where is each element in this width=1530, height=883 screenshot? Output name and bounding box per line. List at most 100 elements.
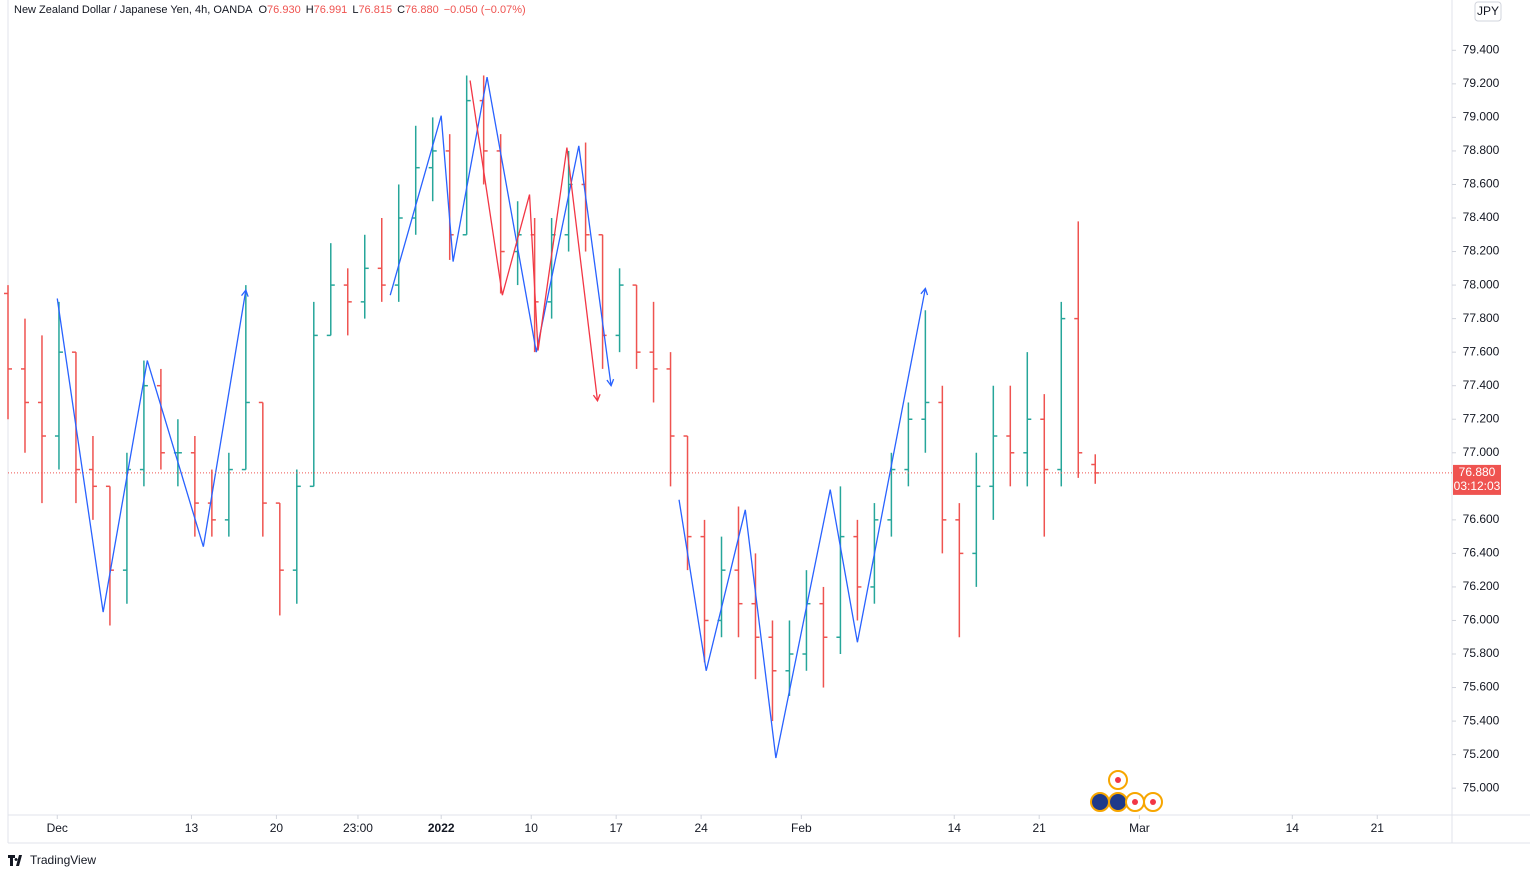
x-tick-label: 24 [694,821,708,835]
ohlc-bar [462,75,471,236]
y-tick-label: 76.200 [1463,579,1500,593]
ohlc-bar [156,368,165,470]
header: New Zealand Dollar / Japanese Yen, 4h, O… [14,4,526,16]
x-tick-label: 20 [270,821,284,835]
ohlc-bar [1006,385,1015,487]
ohlc-bar [224,452,233,537]
x-tick-label: 21 [1371,821,1385,835]
currency-button[interactable] [1474,1,1502,22]
ohlc-bar [955,503,964,638]
zigzag-line [678,288,927,759]
ohlc-bar [428,117,437,202]
x-tick-label: 14 [948,821,962,835]
ohlc-bar [4,285,12,420]
ohlc-bar [1040,394,1049,537]
ohlc-bar [88,436,97,520]
x-tick-label: 23:00 [343,821,373,835]
ohlc-bar [989,385,998,520]
event-dot [1150,799,1156,805]
event-icon[interactable] [1108,792,1128,812]
header-key: H [306,4,314,16]
x-tick-label: Dec [47,821,68,835]
ohlc-bar [904,402,913,487]
zigzag-line [469,80,599,401]
zigzag-arrowhead [241,288,249,297]
ohlc-bar [343,268,352,336]
ohlc-bar [632,284,641,369]
y-tick-label: 75.000 [1463,780,1500,794]
ohlc-bar [853,519,862,621]
ohlc-bar [258,401,267,537]
ohlc-bar [394,184,403,302]
y-tick-label: 76.400 [1463,546,1500,560]
ohlc-bar [972,452,981,587]
header-key: C [397,4,405,16]
ohlc-bar [666,352,675,487]
ohlc-bar [938,385,947,554]
x-tick-label: Feb [791,821,812,835]
y-tick-label: 76.000 [1463,613,1500,627]
brand-logo [8,855,22,866]
header-value: 76.930 [267,4,301,16]
y-tick-label: 78.200 [1463,244,1500,258]
header-key: O [258,4,267,16]
ohlc-bar [768,620,777,722]
header-value: 76.991 [314,4,348,16]
zigzag-line [389,77,612,386]
ohlc-bar [836,486,845,655]
y-tick-label: 78.800 [1463,143,1500,157]
header-key: L [352,4,358,16]
zigzag-arrowhead [606,378,615,388]
ohlc-bar [37,335,46,504]
y-tick-label: 77.400 [1463,378,1500,392]
ohlc-bar [751,553,760,680]
x-tick-label: 2022 [428,821,455,835]
ohlc-bar [360,234,369,319]
y-tick-label: 77.800 [1463,311,1500,325]
ohlc-bar [921,310,930,453]
x-tick-label: 17 [609,821,623,835]
y-tick-label: 79.200 [1463,76,1500,90]
y-tick-label: 77.200 [1463,411,1500,425]
ohlc-bar [377,218,386,302]
x-tick-label: 13 [185,821,199,835]
countdown-label: 03:12:03 [1454,479,1501,493]
y-tick-label: 75.800 [1463,646,1500,660]
event-dot [1132,799,1138,805]
brand-name: TradingView [30,853,96,867]
events [1090,770,1163,812]
ohlc-bar [785,620,794,696]
currency-label[interactable]: JPY [1477,4,1499,18]
ohlc-bar [20,318,29,453]
event-icon[interactable] [1090,792,1110,812]
last-price-label: 76.880 [1459,465,1496,479]
ohlc-bar [1057,301,1066,487]
ohlc-bar [734,506,743,638]
y-tick-label: 79.400 [1463,42,1500,56]
y-tick-label: 75.600 [1463,680,1500,694]
ohlc-bar [683,435,692,571]
x-tick-label: 21 [1033,821,1047,835]
zigzag-arrowhead [592,394,601,403]
ohlc-bar [649,301,658,403]
y-tick-label: 75.200 [1463,747,1500,761]
ohlc-bar [309,301,318,488]
y-tick-label: 78.000 [1463,277,1500,291]
y-tick-label: 79.000 [1463,110,1500,124]
y-tick-label: 77.000 [1463,445,1500,459]
ohlc-bar [326,243,335,337]
brand: TradingView [8,853,96,867]
ohlc-bar [54,301,63,470]
ohlc-bar [292,469,301,604]
event-dot [1115,777,1121,783]
ohlc-bar [615,268,624,353]
x-tick-label: 10 [525,821,539,835]
zigzag-arrowhead [920,287,929,296]
zigzag-line [56,290,247,613]
y-tick-label: 76.600 [1463,512,1500,526]
header-value: 76.815 [358,4,392,16]
ohlc-bar [275,502,284,616]
